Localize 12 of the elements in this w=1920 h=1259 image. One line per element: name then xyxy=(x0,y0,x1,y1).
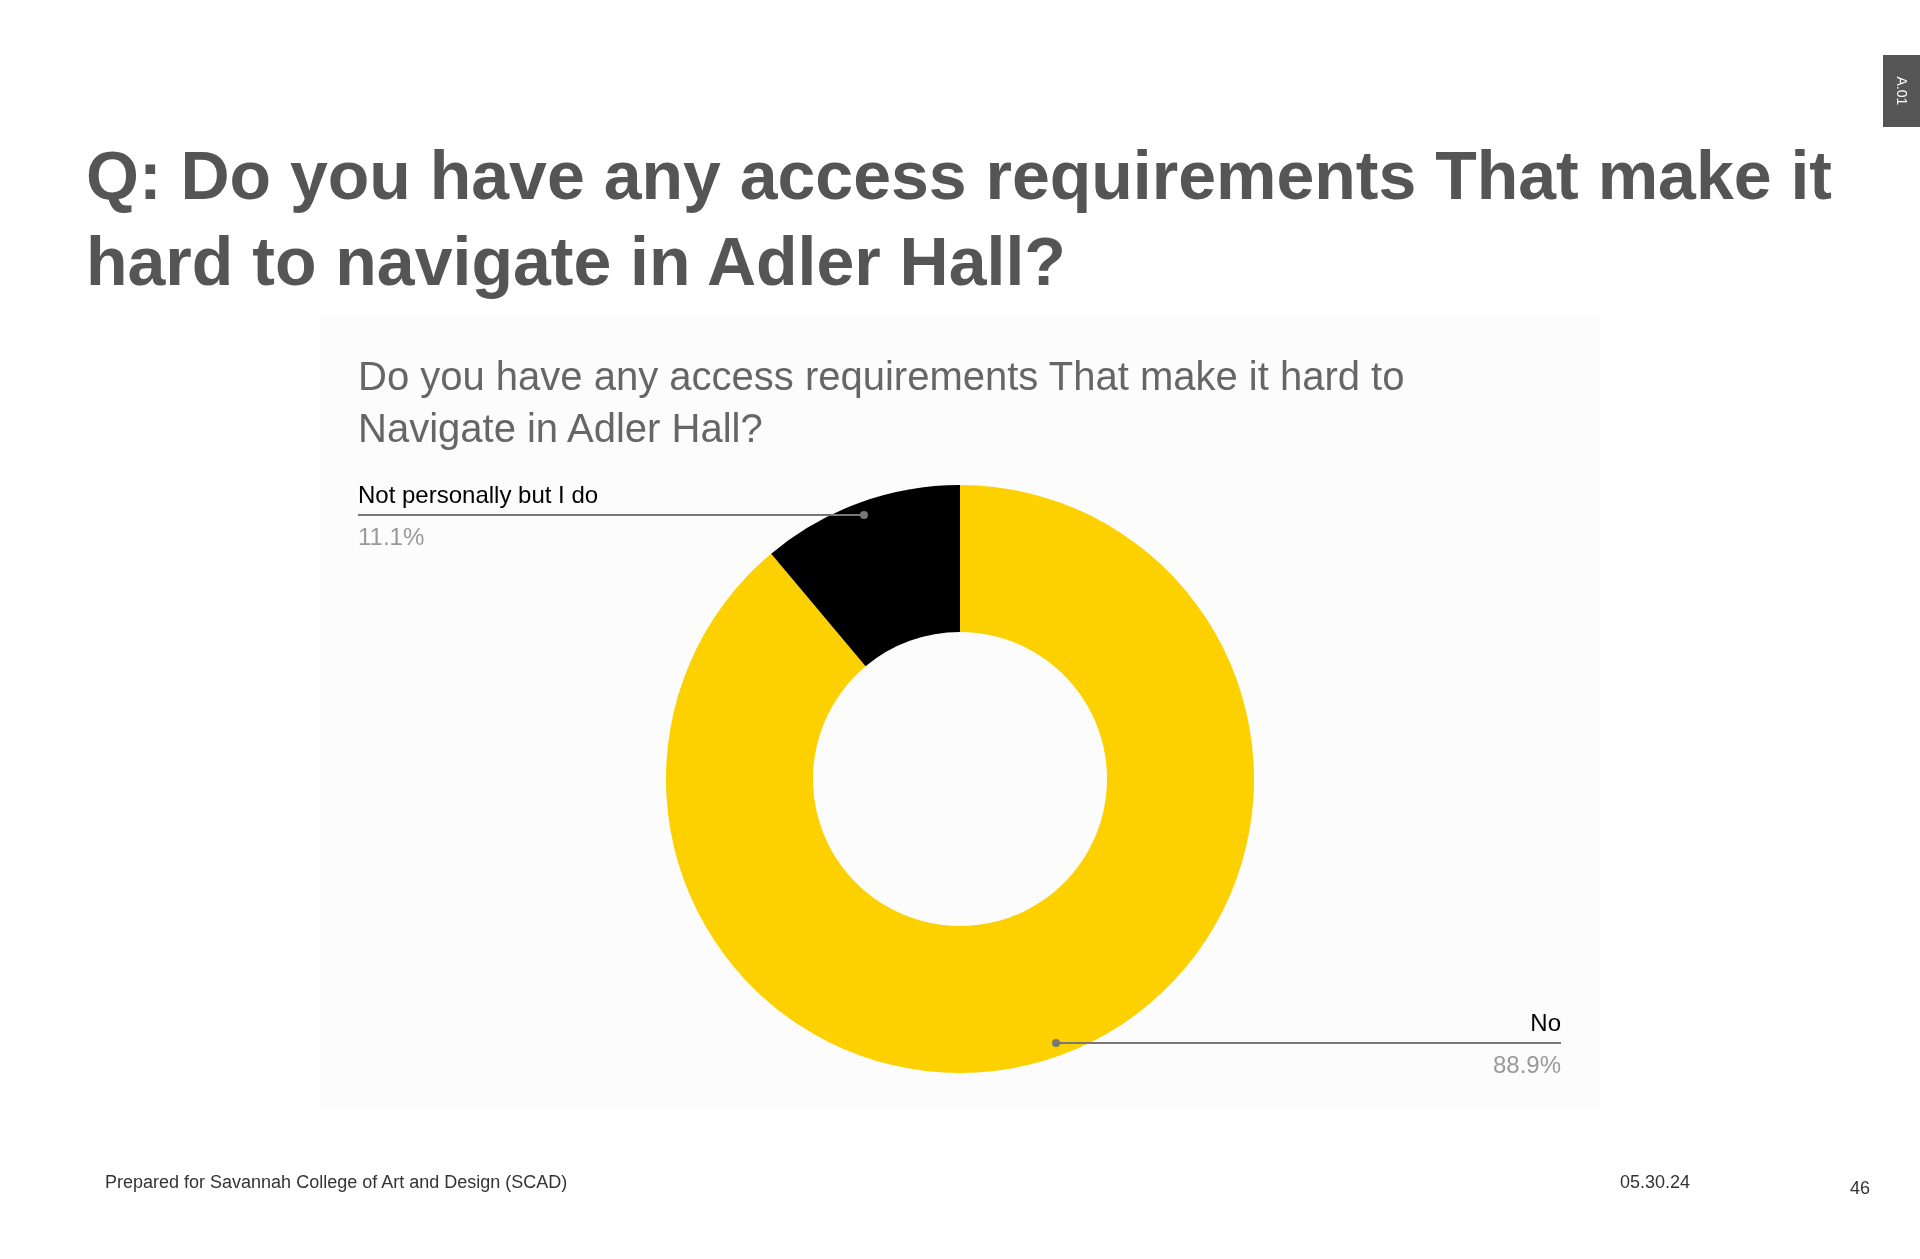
donut-slice xyxy=(771,485,960,667)
donut-slice xyxy=(666,485,1254,1073)
chart-title: Q: Do you have any access requirements That make it hard to navigate in Adler Hall? xyxy=(86,136,1833,301)
slice-label: Not personally but I do xyxy=(358,480,599,509)
text: 46 xyxy=(1850,1178,1871,1199)
text: Prepared for Savannah College of Art and Design (SCAD) xyxy=(105,1172,568,1193)
chart-subtitle: Do you have any access requirements That make it hard to Navigate in Adler Hall? xyxy=(358,353,1406,452)
data-label: 11.1% xyxy=(358,522,425,551)
text: 05.30.24 xyxy=(1620,1172,1691,1193)
data-label: 88.9% xyxy=(1492,1051,1561,1080)
slice-label: No xyxy=(1530,1009,1561,1038)
text: A.01 xyxy=(1893,76,1910,106)
